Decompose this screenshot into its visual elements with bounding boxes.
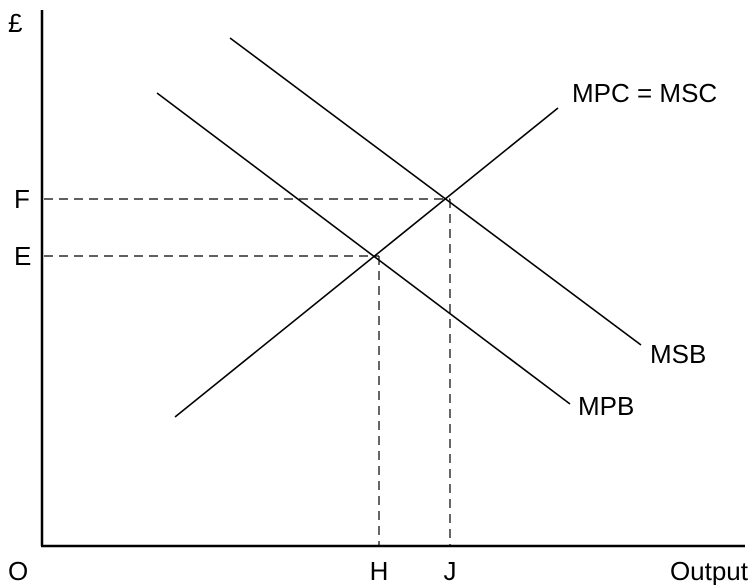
msb-label: MSB <box>650 339 706 369</box>
x-axis-label: Output <box>670 556 749 585</box>
mpc-msc-curve <box>174 107 559 418</box>
y-axis-label: £ <box>8 8 23 38</box>
mpc-msc-label: MPC = MSC <box>572 78 717 108</box>
mpb-curve <box>156 92 571 405</box>
origin-label: O <box>8 556 28 585</box>
price-label-e: E <box>14 241 31 271</box>
price-label-f: F <box>14 184 30 214</box>
quantity-label-h: H <box>370 556 389 585</box>
mpb-label: MPB <box>578 391 634 421</box>
quantity-label-j: J <box>444 556 457 585</box>
msb-curve <box>229 37 642 346</box>
